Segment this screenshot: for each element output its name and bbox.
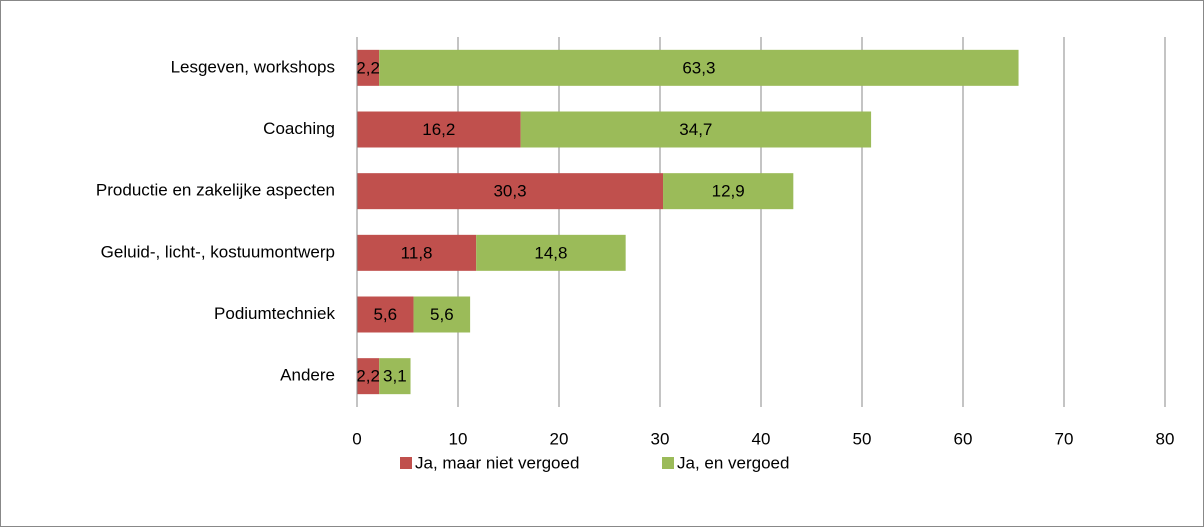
data-label: 2,2 <box>356 367 380 386</box>
x-tick-label: 80 <box>1156 429 1175 448</box>
x-tick-label: 0 <box>352 429 361 448</box>
y-tick-label: Andere <box>280 366 335 385</box>
data-label: 11,8 <box>401 243 433 262</box>
legend-label: Ja, en vergoed <box>677 453 789 472</box>
data-label: 12,9 <box>712 182 745 201</box>
bar-segment <box>379 358 411 395</box>
data-label: 5,6 <box>430 305 454 324</box>
x-tick-label: 70 <box>1055 429 1074 448</box>
data-label: 16,2 <box>422 120 455 139</box>
legend-label: Ja, maar niet vergoed <box>415 453 579 472</box>
data-label: 5,6 <box>373 305 397 324</box>
data-label: 3,1 <box>383 367 407 386</box>
data-label: 2,2 <box>356 58 380 77</box>
x-tick-label: 60 <box>954 429 973 448</box>
bar-segment <box>357 111 521 148</box>
data-label: 34,7 <box>679 120 712 139</box>
bar-segment <box>663 173 794 210</box>
bar-segment <box>476 234 626 271</box>
y-tick-label: Podiumtechniek <box>214 304 335 323</box>
x-tick-label: 20 <box>550 429 569 448</box>
bar-segment <box>357 49 380 86</box>
bar-segment <box>357 234 477 271</box>
x-tick-label: 10 <box>449 429 468 448</box>
y-tick-label: Lesgeven, workshops <box>171 57 335 76</box>
data-label: 14,8 <box>534 243 567 262</box>
x-tick-label: 50 <box>853 429 872 448</box>
y-tick-label: Geluid-, licht-, kostuumontwerp <box>101 242 335 261</box>
bar-segment <box>413 296 471 333</box>
legend-swatch <box>662 457 674 469</box>
y-tick-label: Coaching <box>263 119 335 138</box>
bar-segment <box>357 173 664 210</box>
y-tick-label: Productie en zakelijke aspecten <box>96 181 335 200</box>
bar-segment <box>379 49 1019 86</box>
data-label: 63,3 <box>682 58 715 77</box>
bar-segment <box>357 296 414 333</box>
data-label: 30,3 <box>493 182 526 201</box>
bar-segment <box>520 111 872 148</box>
legend-swatch <box>400 457 412 469</box>
x-tick-label: 40 <box>752 429 771 448</box>
x-tick-label: 30 <box>651 429 670 448</box>
bar-segment <box>357 358 380 395</box>
